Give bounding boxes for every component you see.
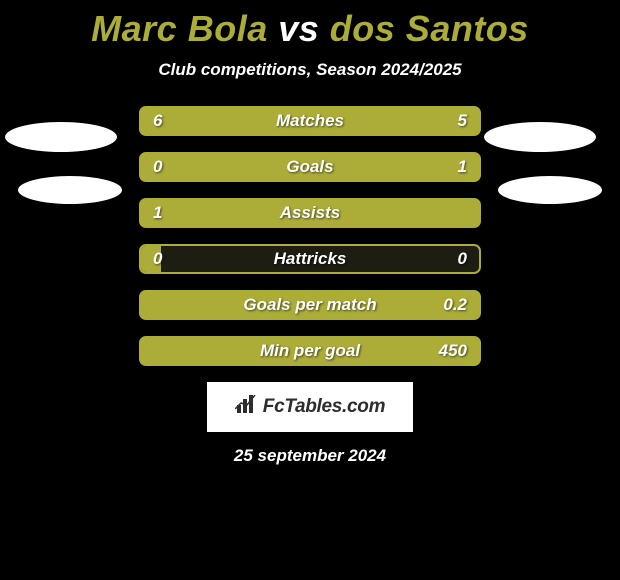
fctables-logo: FcTables.com: [207, 382, 413, 432]
title-player1: Marc Bola: [91, 8, 268, 49]
comparison-infographic: Marc Bola vs dos Santos Club competition…: [0, 0, 620, 580]
stat-value-right: 0.2: [443, 292, 467, 318]
stat-value-right: 5: [458, 108, 467, 134]
stat-row: 1Assists: [139, 198, 481, 228]
stat-label: Matches: [141, 108, 479, 134]
title-vs: vs: [278, 8, 319, 49]
stat-label: Assists: [141, 200, 479, 226]
logo-text: FcTables.com: [263, 396, 385, 418]
title-player2: dos Santos: [330, 8, 529, 49]
stat-row: 0Hattricks0: [139, 244, 481, 274]
stat-label: Goals: [141, 154, 479, 180]
stat-value-right: 1: [458, 154, 467, 180]
stat-value-right: 450: [439, 338, 467, 364]
bar-chart-icon: [235, 395, 259, 420]
stat-row: 0Goals1: [139, 152, 481, 182]
stat-row: Goals per match0.2: [139, 290, 481, 320]
stat-row: 6Matches5: [139, 106, 481, 136]
stat-label: Goals per match: [141, 292, 479, 318]
footer-date: 25 september 2024: [0, 446, 620, 466]
stat-label: Hattricks: [141, 246, 479, 272]
page-title: Marc Bola vs dos Santos: [0, 0, 620, 50]
stat-row: Min per goal450: [139, 336, 481, 366]
stat-label: Min per goal: [141, 338, 479, 364]
stats-area: 6Matches50Goals11Assists0Hattricks0Goals…: [0, 106, 620, 366]
subtitle: Club competitions, Season 2024/2025: [0, 60, 620, 80]
stat-value-right: 0: [458, 246, 467, 272]
